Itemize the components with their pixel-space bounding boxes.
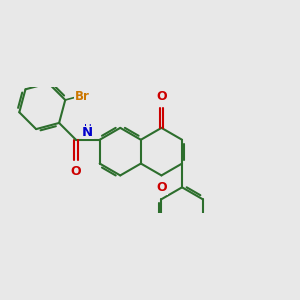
Text: N: N	[82, 126, 93, 139]
Text: O: O	[157, 181, 167, 194]
Text: Br: Br	[75, 90, 90, 104]
Text: O: O	[70, 165, 81, 178]
Text: O: O	[156, 90, 167, 104]
Text: H: H	[84, 124, 92, 134]
